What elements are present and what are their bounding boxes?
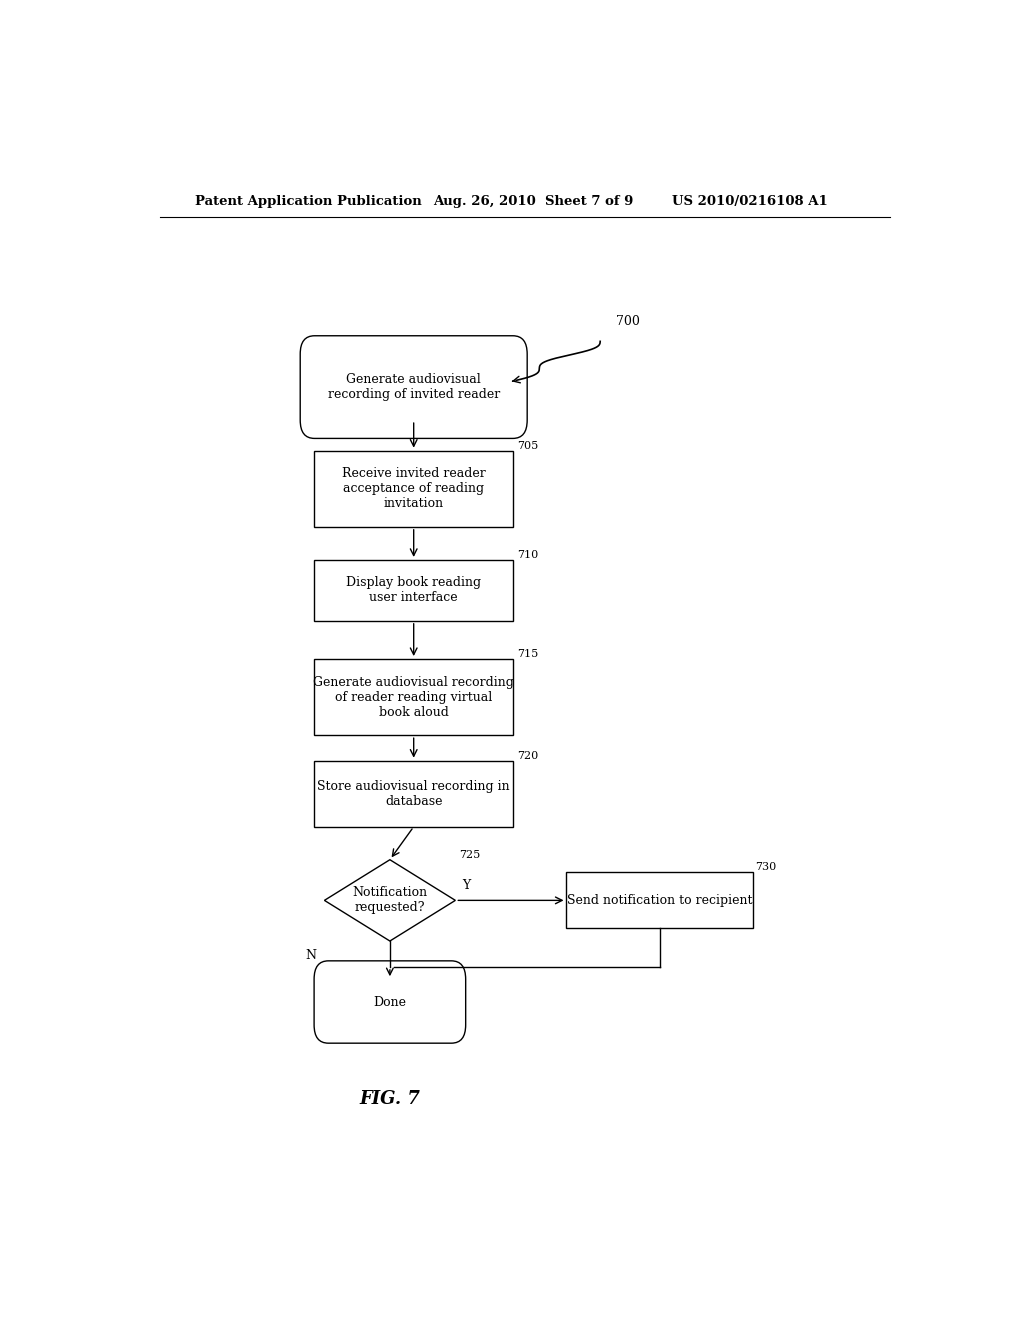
- Text: Done: Done: [374, 995, 407, 1008]
- Text: Generate audiovisual recording
of reader reading virtual
book aloud: Generate audiovisual recording of reader…: [313, 676, 514, 718]
- Text: 730: 730: [756, 862, 776, 873]
- Text: Send notification to recipient: Send notification to recipient: [567, 894, 753, 907]
- Text: 715: 715: [517, 649, 539, 659]
- Bar: [314, 659, 513, 735]
- Text: 705: 705: [517, 441, 539, 450]
- Text: 725: 725: [460, 850, 480, 859]
- FancyBboxPatch shape: [300, 335, 527, 438]
- Bar: [566, 873, 753, 928]
- Polygon shape: [325, 859, 456, 941]
- Text: US 2010/0216108 A1: US 2010/0216108 A1: [672, 194, 827, 207]
- Text: 720: 720: [517, 751, 539, 760]
- FancyBboxPatch shape: [314, 961, 466, 1043]
- Text: FIG. 7: FIG. 7: [359, 1089, 420, 1107]
- Text: Display book reading
user interface: Display book reading user interface: [346, 577, 481, 605]
- Bar: [314, 450, 513, 527]
- Text: Y: Y: [462, 879, 470, 892]
- Text: Patent Application Publication: Patent Application Publication: [196, 194, 422, 207]
- Text: N: N: [305, 949, 316, 962]
- Bar: [314, 560, 513, 620]
- Bar: [314, 760, 513, 826]
- Text: 710: 710: [517, 550, 539, 560]
- Text: Receive invited reader
acceptance of reading
invitation: Receive invited reader acceptance of rea…: [342, 467, 485, 511]
- Text: Notification
requested?: Notification requested?: [352, 886, 427, 915]
- Text: Aug. 26, 2010  Sheet 7 of 9: Aug. 26, 2010 Sheet 7 of 9: [433, 194, 634, 207]
- Text: Generate audiovisual
recording of invited reader: Generate audiovisual recording of invite…: [328, 374, 500, 401]
- Text: Store audiovisual recording in
database: Store audiovisual recording in database: [317, 780, 510, 808]
- Text: 700: 700: [616, 314, 640, 327]
